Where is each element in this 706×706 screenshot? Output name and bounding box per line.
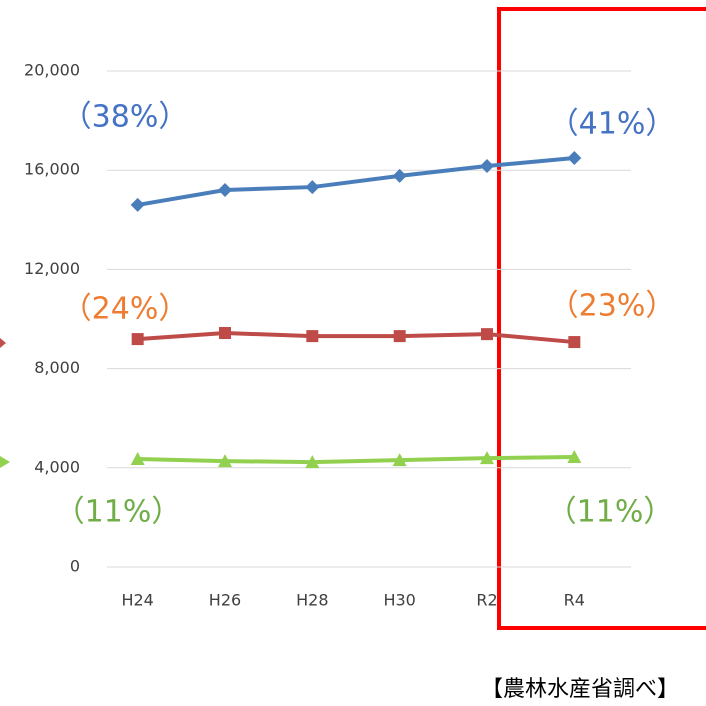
edge-arrow — [0, 338, 6, 348]
x-tick-label: R2 — [476, 591, 497, 610]
marker — [219, 327, 231, 340]
marker — [568, 336, 581, 349]
marker — [392, 168, 407, 183]
y-tick-label: 20,000 — [24, 61, 80, 80]
annotation: （38%） — [62, 100, 189, 135]
annotation: （24%） — [62, 292, 189, 327]
marker — [130, 197, 145, 212]
y-tick-label: 12,000 — [24, 259, 80, 278]
marker — [567, 450, 582, 464]
series-line — [137, 455, 575, 465]
marker — [130, 451, 145, 465]
annotation: （41%） — [549, 107, 676, 142]
y-tick-label: 4,000 — [34, 457, 80, 476]
marker — [218, 183, 232, 198]
marker — [218, 454, 232, 468]
highlight-box — [497, 7, 706, 630]
marker — [305, 180, 320, 195]
annotation: （23%） — [549, 289, 676, 324]
marker — [305, 455, 320, 469]
x-tick-label: R4 — [564, 591, 585, 610]
edge-arrow — [0, 456, 10, 468]
marker — [480, 158, 494, 173]
y-tick-label: 0 — [70, 557, 80, 576]
annotation: （11%） — [547, 495, 674, 530]
x-tick-label: H24 — [121, 591, 153, 610]
y-tick-label: 16,000 — [24, 160, 80, 179]
marker — [481, 328, 493, 341]
annotation: （11%） — [55, 495, 182, 530]
series-line — [137, 331, 575, 345]
marker — [393, 330, 406, 343]
series-line — [137, 156, 575, 207]
y-tick-label: 8,000 — [34, 358, 80, 377]
marker — [131, 333, 144, 346]
marker — [306, 330, 319, 343]
marker — [480, 451, 494, 465]
x-tick-label: H26 — [209, 591, 241, 610]
source-note: 【農林水産省調べ】 — [481, 677, 679, 702]
marker — [567, 151, 582, 166]
marker — [392, 453, 407, 467]
x-tick-label: H28 — [296, 591, 328, 610]
x-tick-label: H30 — [383, 591, 415, 610]
